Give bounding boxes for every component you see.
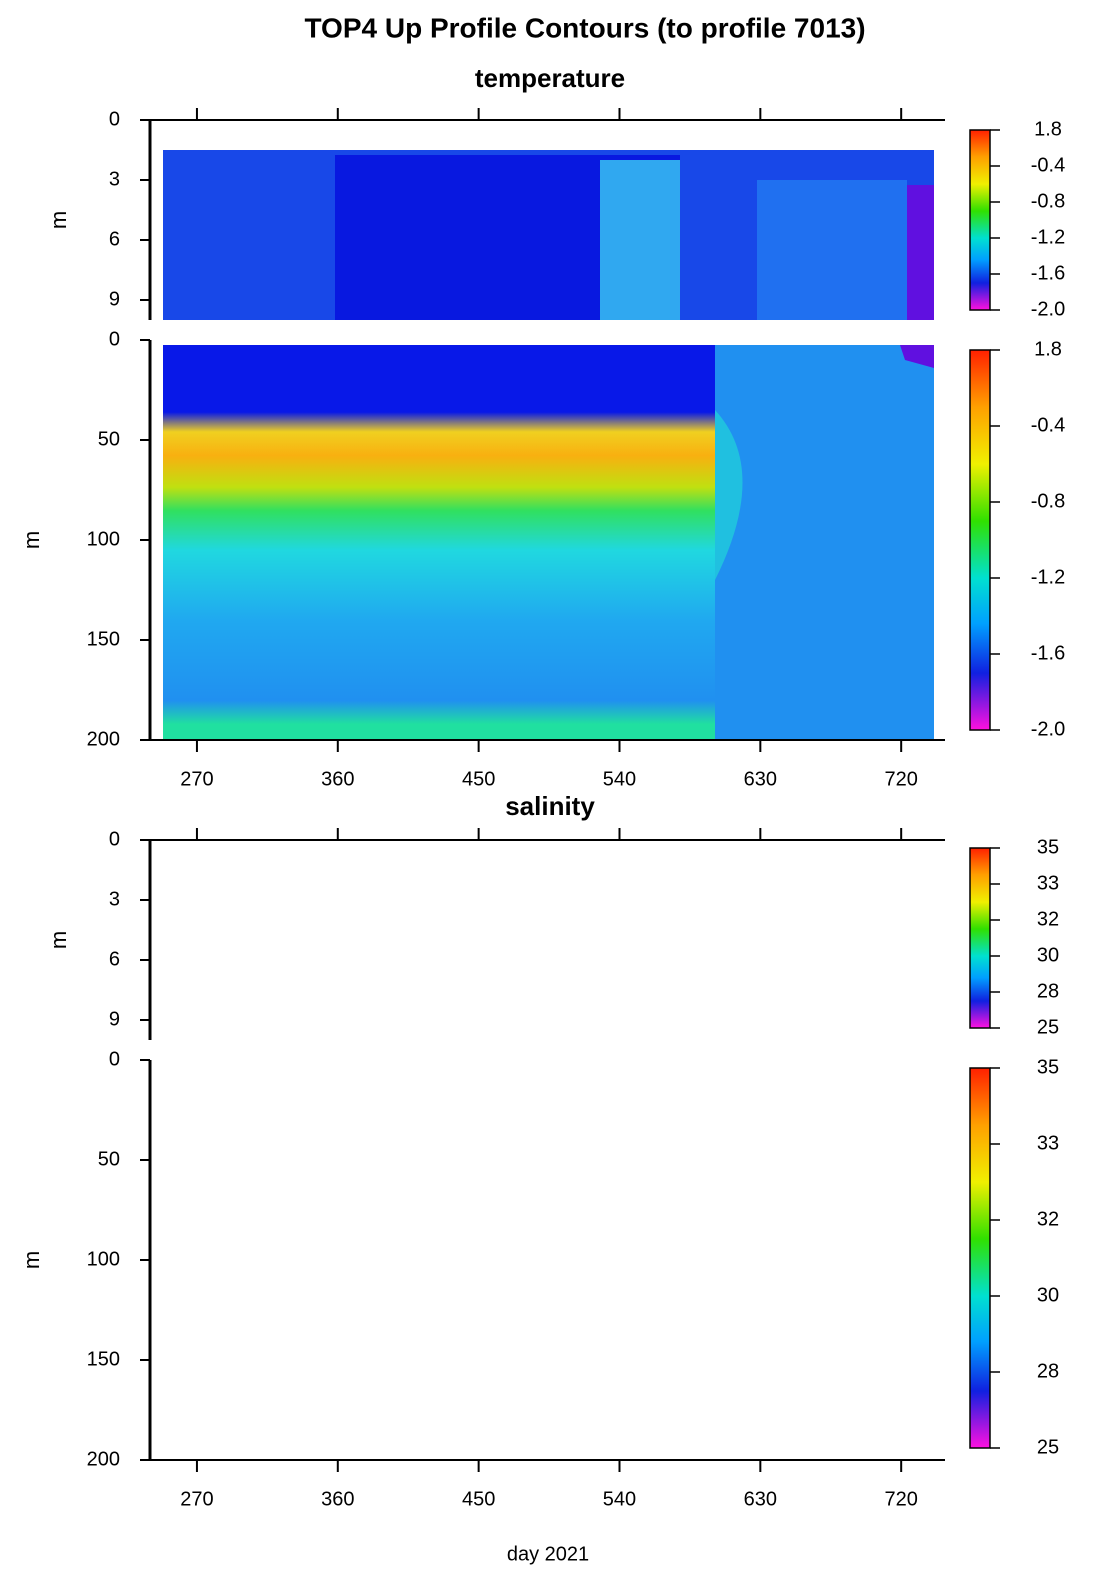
- colorbar: [969, 1067, 991, 1449]
- colorbar-label: -2.0: [1031, 298, 1065, 320]
- y-axis-label: m: [46, 931, 71, 949]
- y-tick-label: 0: [109, 108, 120, 130]
- x-axis-label: day 2021: [507, 1543, 589, 1565]
- colorbar-label: 35: [1037, 836, 1059, 858]
- y-axis-label: m: [46, 211, 71, 229]
- colorbar-label: 33: [1037, 872, 1059, 894]
- colorbar-label: -1.2: [1031, 226, 1065, 248]
- colorbar-label: -2.0: [1031, 718, 1065, 740]
- y-tick-label: 200: [87, 1448, 120, 1470]
- colorbar-label: 32: [1037, 908, 1059, 930]
- y-tick-label: 100: [87, 528, 120, 550]
- y-axis-label: m: [19, 1251, 44, 1269]
- colorbar-label: 28: [1037, 1360, 1059, 1382]
- colorbar-label: 28: [1037, 980, 1059, 1002]
- panel-title: temperature: [475, 63, 625, 93]
- colorbar-label: 30: [1037, 944, 1059, 966]
- y-tick-label: 3: [109, 888, 120, 910]
- y-tick-label: 50: [98, 428, 120, 450]
- y-tick-label: 150: [87, 1348, 120, 1370]
- y-tick-label: 200: [87, 728, 120, 750]
- colorbar-label: 25: [1037, 1436, 1059, 1458]
- colorbar-label: -1.2: [1031, 566, 1065, 588]
- x-tick-label: 360: [321, 1488, 354, 1510]
- panel-title: salinity: [505, 791, 595, 821]
- y-axis-label: m: [19, 531, 44, 549]
- y-tick-label: 9: [109, 288, 120, 310]
- y-tick-label: 6: [109, 948, 120, 970]
- colorbar-label: -1.6: [1031, 262, 1065, 284]
- colorbar-label: -0.8: [1031, 490, 1065, 512]
- chart-title: TOP4 Up Profile Contours (to profile 701…: [304, 12, 865, 43]
- x-tick-label: 720: [884, 768, 917, 790]
- colorbar-label: -0.8: [1031, 190, 1065, 212]
- x-tick-label: 540: [603, 768, 636, 790]
- x-tick-label: 450: [462, 1488, 495, 1510]
- colorbar-label: -1.6: [1031, 642, 1065, 664]
- colorbar-label: -0.4: [1031, 414, 1065, 436]
- y-tick-label: 0: [109, 828, 120, 850]
- y-tick-label: 3: [109, 168, 120, 190]
- x-tick-label: 270: [180, 1488, 213, 1510]
- colorbar-label: 1.8: [1034, 118, 1062, 140]
- colorbar-label: 25: [1037, 1016, 1059, 1038]
- y-tick-label: 0: [109, 1048, 120, 1070]
- heatmap-field: [163, 150, 934, 740]
- x-tick-label: 540: [603, 1488, 636, 1510]
- y-tick-label: 6: [109, 228, 120, 250]
- y-tick-label: 9: [109, 1008, 120, 1030]
- colorbar-label: -0.4: [1031, 154, 1065, 176]
- x-tick-label: 360: [321, 768, 354, 790]
- y-tick-label: 0: [109, 328, 120, 350]
- y-tick-label: 150: [87, 628, 120, 650]
- colorbar-label: 1.8: [1034, 338, 1062, 360]
- colorbar-label: 30: [1037, 1284, 1059, 1306]
- x-tick-label: 720: [884, 1488, 917, 1510]
- colorbar-label: 32: [1037, 1208, 1059, 1230]
- colorbar-label: 33: [1037, 1132, 1059, 1154]
- y-tick-label: 100: [87, 1248, 120, 1270]
- y-tick-label: 50: [98, 1148, 120, 1170]
- colorbar: [969, 847, 991, 1029]
- colorbar: [969, 129, 991, 311]
- x-tick-label: 270: [180, 768, 213, 790]
- x-tick-label: 630: [744, 768, 777, 790]
- colorbar: [969, 349, 991, 731]
- x-tick-label: 450: [462, 768, 495, 790]
- x-tick-label: 630: [744, 1488, 777, 1510]
- colorbar-label: 35: [1037, 1056, 1059, 1078]
